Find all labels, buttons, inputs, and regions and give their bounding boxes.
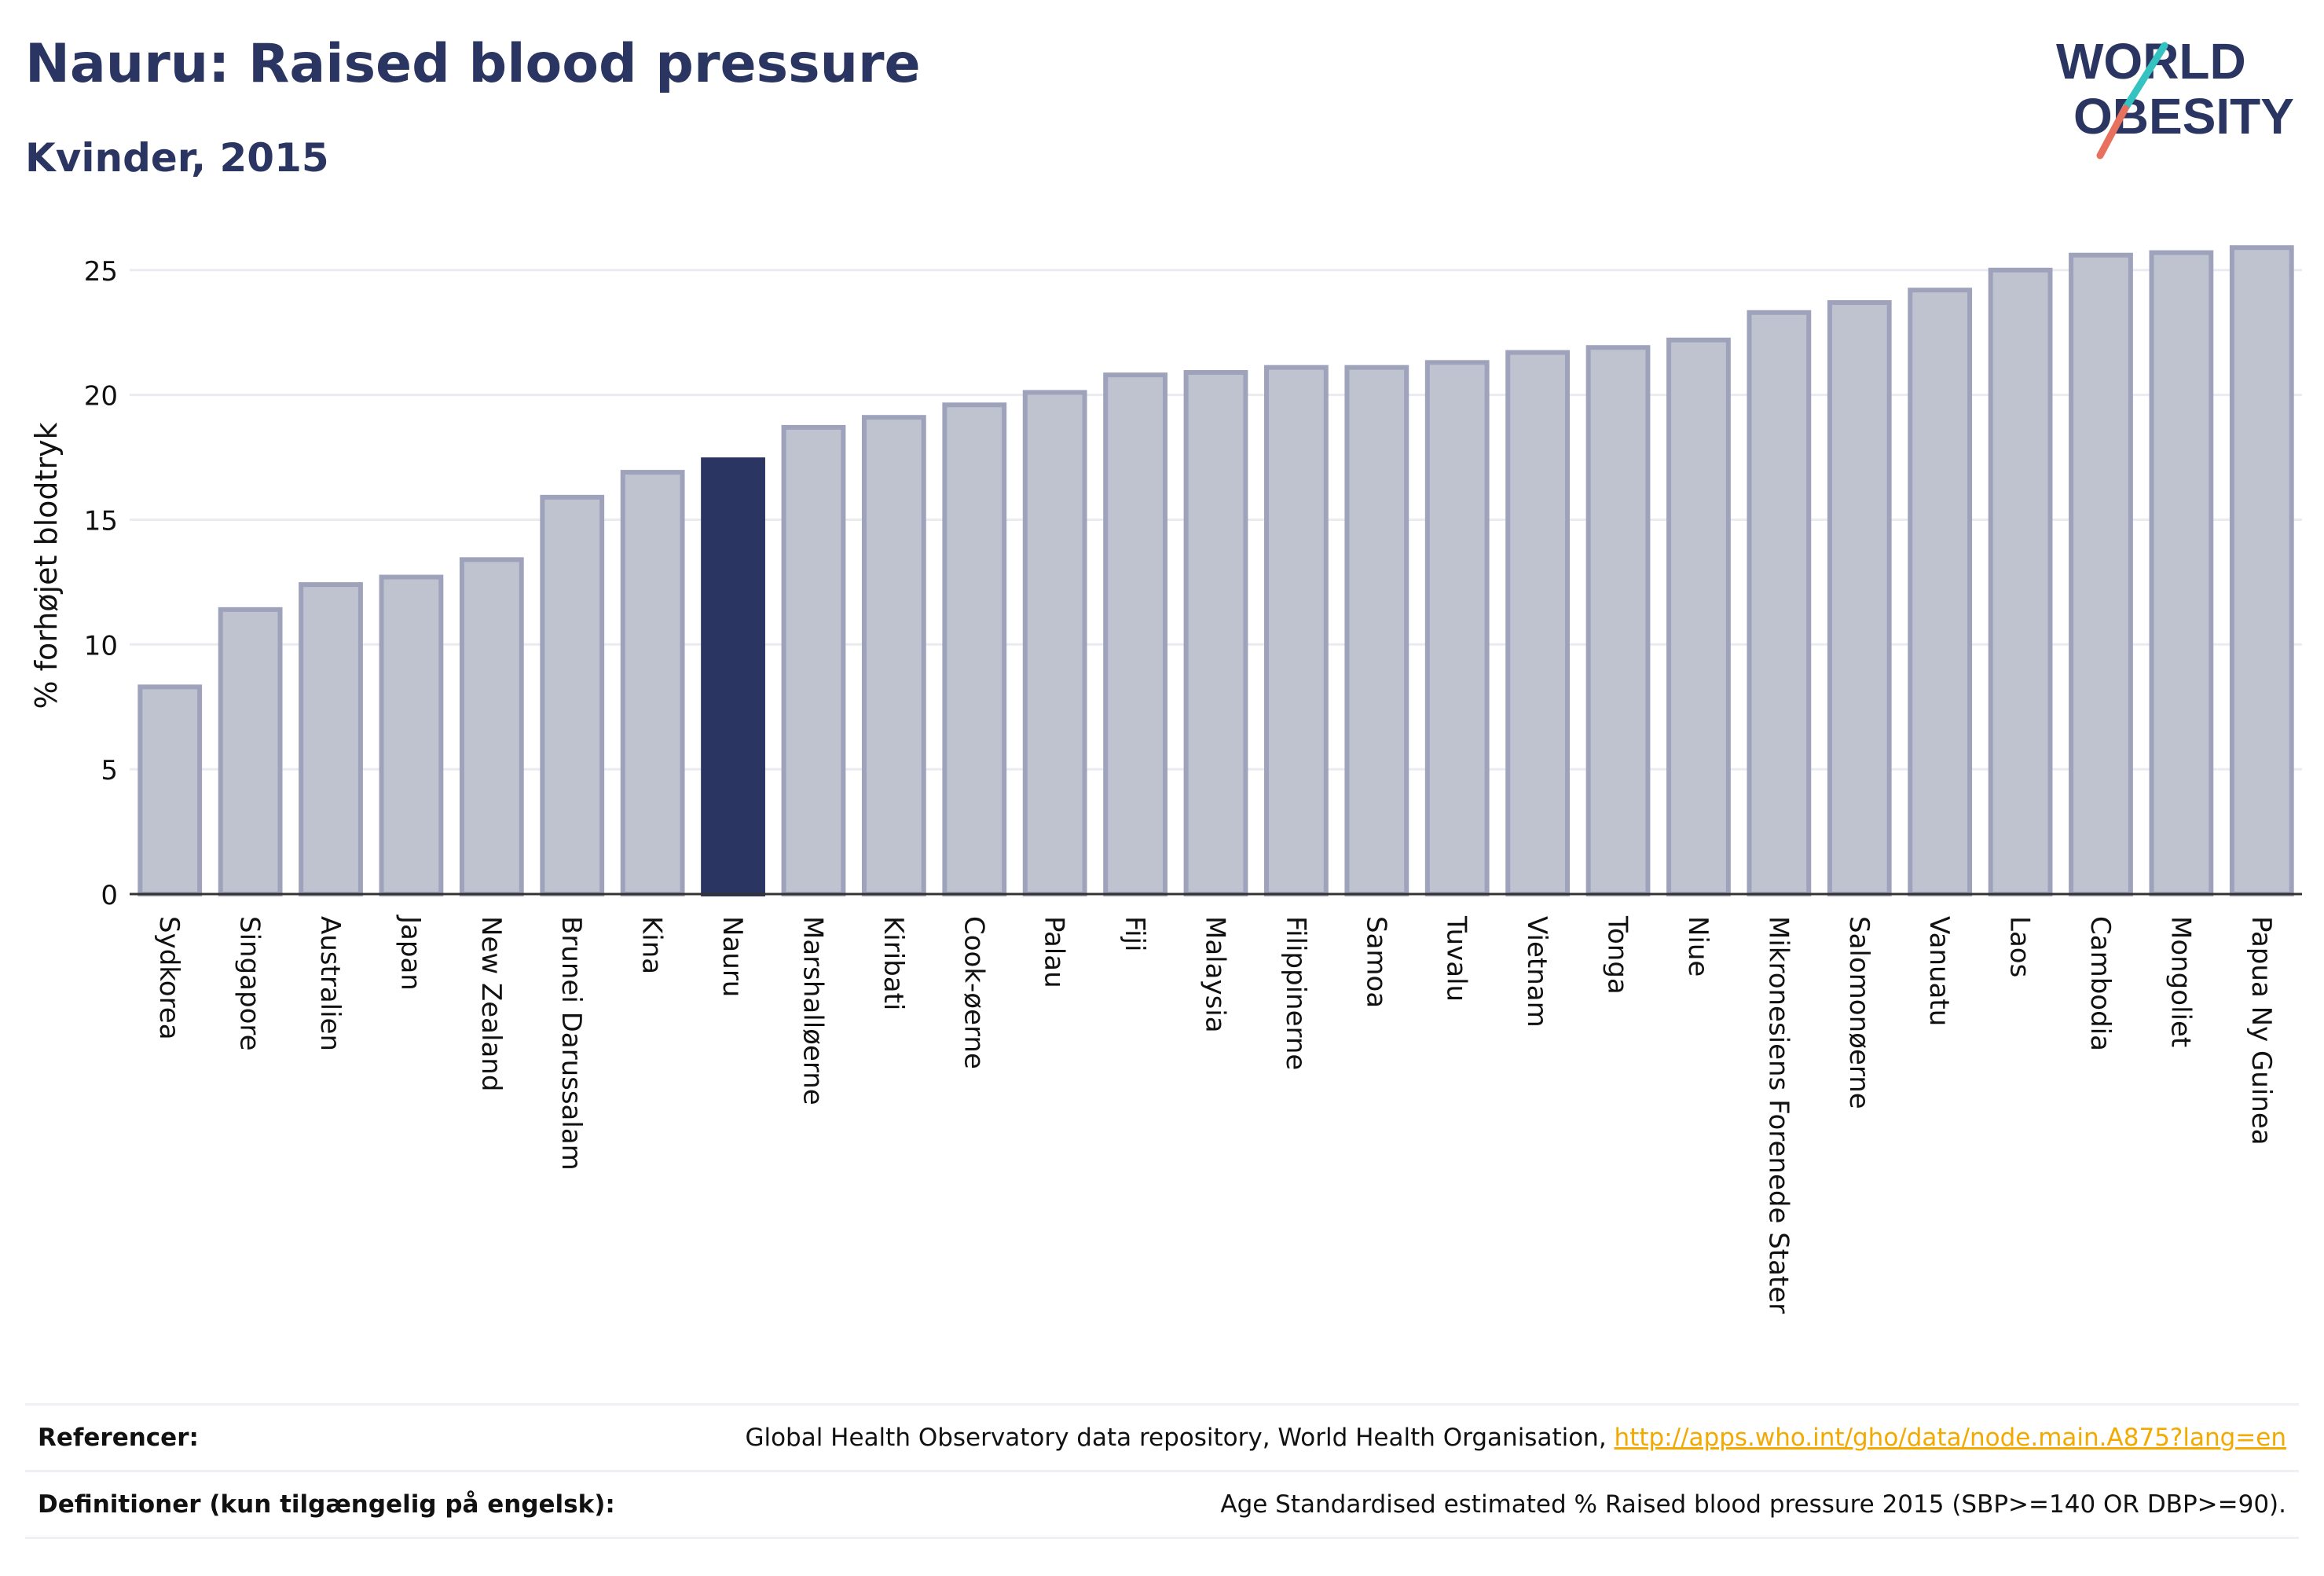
x-tick-label: Mikronesiens Forenede Stater — [1762, 916, 1794, 1314]
bars — [137, 245, 2294, 897]
bar — [1747, 310, 1812, 896]
bar — [1424, 360, 1490, 897]
bar — [2149, 250, 2214, 896]
references-text: Global Health Observatory data repositor… — [745, 1424, 1615, 1452]
x-tick-label: Tonga — [1602, 915, 1633, 995]
x-tick-label: New Zealand — [475, 916, 507, 1091]
x-tick-label: Nauru — [717, 916, 748, 997]
references-value: Global Health Observatory data repositor… — [745, 1424, 2299, 1452]
x-tick-label: Vietnam — [1521, 916, 1552, 1028]
y-tick-label: 20 — [84, 381, 118, 412]
logo-slash-coral — [2096, 104, 2129, 159]
chart-title: Nauru: Raised blood pressure — [25, 33, 921, 95]
bar — [540, 494, 605, 896]
x-tick-label: Tuvalu — [1441, 915, 1472, 1002]
bar — [1505, 350, 1571, 897]
x-tick-label: Kiribati — [878, 916, 909, 1010]
bar — [218, 607, 283, 896]
x-tick-label: Cambodia — [2084, 916, 2116, 1051]
y-tick-label: 10 — [84, 630, 118, 662]
x-tick-label: Marshalløerne — [797, 916, 828, 1105]
definitions-label: Definitioner (kun tilgængelig på engelsk… — [38, 1490, 615, 1519]
x-tick-label: Papua Ny Guinea — [2245, 916, 2277, 1145]
x-tick-label: Malaysia — [1200, 916, 1231, 1033]
bar — [1988, 267, 2053, 896]
x-tick-label: Brunei Darussalam — [555, 916, 587, 1171]
x-tick-label: Kina — [636, 916, 668, 974]
references-link[interactable]: http://apps.who.int/gho/data/node.main.A… — [1614, 1424, 2286, 1452]
bar — [781, 424, 846, 896]
bar — [1103, 372, 1167, 896]
bar — [1908, 288, 1973, 896]
y-tick-label: 25 — [84, 256, 118, 288]
bar — [2069, 252, 2133, 896]
x-tick-label: Niue — [1682, 916, 1714, 977]
bar — [379, 574, 444, 896]
x-tick-labels: Sydkorea Singapore Australien Japan New Zeal… — [153, 914, 2277, 1314]
x-tick-label: Vanuatu — [1923, 916, 1955, 1026]
x-tick-label: Australien — [314, 916, 346, 1051]
x-tick-label: Laos — [2004, 916, 2036, 977]
chart-subtitle: Kvinder, 2015 — [25, 135, 329, 181]
x-tick-label: Palau — [1039, 916, 1070, 988]
bar — [942, 402, 1007, 896]
x-tick-label: Sydkorea — [153, 916, 185, 1040]
bar — [1344, 365, 1409, 896]
x-tick-label: Cook-øerne — [958, 916, 989, 1069]
references-label: Referencer: — [38, 1424, 199, 1452]
x-tick-label: Salomonøerne — [1843, 916, 1875, 1109]
bar — [1585, 345, 1651, 896]
x-tick-label: Filippinerne — [1280, 916, 1311, 1070]
y-axis-label: % forhøjet blodtryk — [29, 422, 64, 709]
bar-chart: 0 5 10 15 20 25 Sydkorea Singapore Australien Ja… — [29, 245, 2302, 1314]
y-tick-labels: 0 5 10 15 20 25 — [84, 256, 118, 911]
bar — [299, 582, 363, 896]
x-tick-label: Singapore — [234, 916, 266, 1051]
bar — [2229, 245, 2294, 896]
definitions-row: Definitioner (kun tilgængelig på engelsk… — [25, 1470, 2299, 1539]
y-tick-label: 0 — [101, 880, 118, 911]
y-tick-label: 15 — [84, 505, 118, 537]
bar — [861, 415, 926, 896]
x-tick-label: Fiji — [1119, 916, 1150, 951]
definitions-value: Age Standardised estimated % Raised bloo… — [1220, 1490, 2286, 1519]
bar — [1264, 365, 1329, 896]
y-tick-label: 5 — [101, 755, 118, 786]
bar — [1666, 337, 1731, 896]
x-tick-label: Mongoliet — [2165, 916, 2196, 1047]
x-tick-label: Samoa — [1360, 916, 1391, 1008]
logo-slash-teal — [2121, 42, 2168, 112]
world-obesity-logo: WORLD OBESITY — [2056, 33, 2294, 159]
bar — [1022, 390, 1087, 896]
references-row: Referencer: Global Health Observatory da… — [25, 1403, 2299, 1470]
references-table: Referencer: Global Health Observatory da… — [25, 1403, 2299, 1539]
bar — [1183, 370, 1248, 896]
bar — [620, 470, 685, 896]
bar — [459, 557, 524, 896]
bar — [1827, 300, 1892, 897]
x-tick-label: Japan — [394, 914, 426, 991]
bar-highlight — [701, 457, 765, 896]
bar — [137, 684, 203, 896]
